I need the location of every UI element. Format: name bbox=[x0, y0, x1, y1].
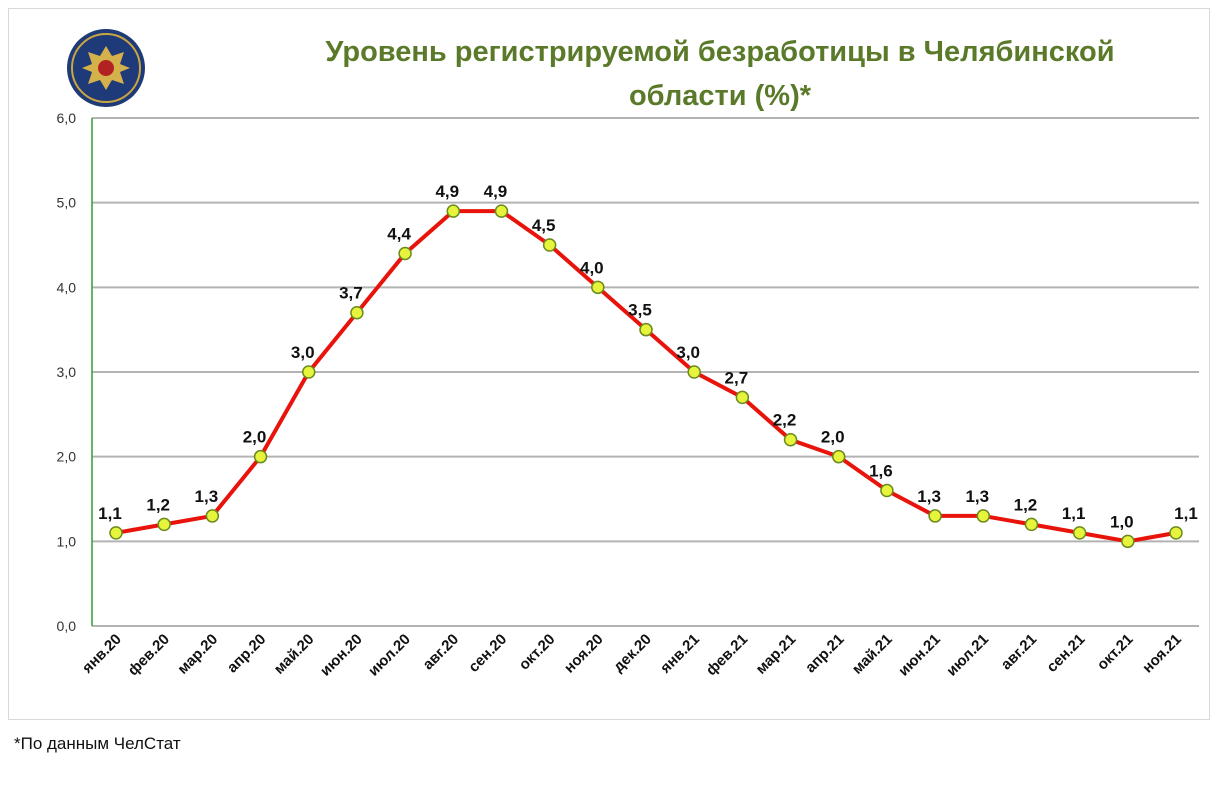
data-point bbox=[783, 432, 798, 447]
data-label: 4,9 bbox=[435, 182, 459, 201]
footnote: *По данным ЧелСтат bbox=[14, 734, 181, 753]
x-tick-label: сен.20 bbox=[465, 631, 510, 676]
data-label: 2,2 bbox=[773, 411, 797, 430]
data-point bbox=[398, 246, 412, 261]
x-tick-label: авг.21 bbox=[998, 631, 1041, 674]
x-tick-label: окт.20 bbox=[516, 631, 559, 674]
x-tick-label: мар.21 bbox=[753, 631, 800, 678]
x-tick-label: июн.21 bbox=[895, 631, 944, 680]
y-tick-label: 3,0 bbox=[57, 364, 77, 380]
data-label: 1,0 bbox=[1110, 512, 1134, 531]
y-tick-label: 5,0 bbox=[57, 195, 77, 211]
data-point bbox=[205, 509, 220, 523]
data-label: 3,7 bbox=[339, 284, 363, 303]
data-label: 1,1 bbox=[1062, 504, 1086, 523]
data-label: 2,0 bbox=[243, 428, 267, 447]
data-label: 3,0 bbox=[676, 343, 700, 362]
x-tick-label: апр.20 bbox=[224, 631, 270, 677]
data-point bbox=[639, 322, 653, 337]
data-label: 2,7 bbox=[725, 368, 749, 387]
x-tick-label: июл.20 bbox=[365, 631, 414, 680]
x-tick-label: май.21 bbox=[849, 631, 896, 678]
data-point bbox=[446, 204, 461, 218]
data-label: 3,0 bbox=[291, 343, 315, 362]
data-point bbox=[1169, 526, 1183, 540]
chart-title-line2: области (%)* bbox=[628, 80, 812, 112]
data-label: 4,9 bbox=[484, 182, 508, 201]
data-point bbox=[1024, 517, 1039, 532]
data-label: 1,3 bbox=[195, 487, 219, 506]
x-tick-label: ноя.21 bbox=[1139, 631, 1185, 677]
data-point bbox=[494, 204, 509, 218]
data-point bbox=[687, 365, 701, 379]
data-label: 3,5 bbox=[628, 301, 652, 320]
data-label: 1,3 bbox=[965, 487, 989, 506]
data-point bbox=[831, 449, 846, 464]
data-label: 4,4 bbox=[387, 224, 411, 243]
x-tick-label: июн.20 bbox=[317, 631, 366, 680]
data-label: 1,6 bbox=[869, 462, 893, 481]
data-label: 1,2 bbox=[1014, 495, 1038, 514]
chart-title-line1: Уровень регистрируемой безработицы в Чел… bbox=[325, 36, 1115, 68]
x-tick-label: дек.20 bbox=[610, 631, 655, 676]
x-tick-label: фев.21 bbox=[703, 631, 751, 679]
data-point bbox=[928, 509, 942, 523]
data-label: 4,5 bbox=[532, 216, 556, 235]
emblem-icon bbox=[67, 29, 145, 107]
x-tick-label: ноя.20 bbox=[561, 631, 607, 677]
series-line bbox=[115, 209, 1177, 544]
y-tick-label: 1,0 bbox=[57, 533, 77, 549]
y-tick-label: 6,0 bbox=[57, 110, 77, 126]
x-tick-label: авг.20 bbox=[420, 631, 463, 674]
x-tick-label: май.20 bbox=[271, 631, 318, 678]
data-point bbox=[350, 305, 364, 320]
y-tick-label: 2,0 bbox=[57, 449, 77, 465]
data-point bbox=[157, 517, 171, 532]
data-point bbox=[1121, 534, 1135, 549]
data-point bbox=[591, 280, 605, 295]
data-point bbox=[109, 526, 123, 540]
data-label: 2,0 bbox=[821, 428, 845, 447]
data-label: 1,3 bbox=[917, 487, 941, 506]
data-point bbox=[976, 509, 991, 523]
x-tick-label: сен.21 bbox=[1043, 631, 1088, 676]
data-label: 1,2 bbox=[146, 495, 170, 514]
x-tick-label: окт.21 bbox=[1094, 631, 1137, 674]
chart-title: Уровень регистрируемой безработицы в Чел… bbox=[250, 30, 1190, 118]
y-tick-label: 4,0 bbox=[57, 279, 77, 295]
data-point bbox=[542, 238, 557, 252]
data-point bbox=[301, 365, 316, 379]
data-point bbox=[735, 390, 750, 405]
data-label: 1,1 bbox=[1174, 504, 1198, 523]
data-point bbox=[880, 483, 894, 498]
x-tick-label: янв.20 bbox=[79, 631, 125, 677]
data-point bbox=[253, 449, 268, 464]
data-label: 4,0 bbox=[580, 258, 604, 277]
x-tick-label: апр.21 bbox=[802, 631, 848, 677]
x-tick-label: фев.20 bbox=[125, 631, 173, 679]
chart-frame bbox=[8, 8, 1210, 720]
y-tick-label: 0,0 bbox=[57, 618, 77, 634]
data-label: 1,1 bbox=[98, 504, 122, 523]
x-tick-label: мар.20 bbox=[174, 631, 221, 678]
x-tick-label: янв.21 bbox=[657, 631, 703, 677]
data-point bbox=[1072, 526, 1087, 540]
x-tick-label: июл.21 bbox=[943, 631, 992, 680]
